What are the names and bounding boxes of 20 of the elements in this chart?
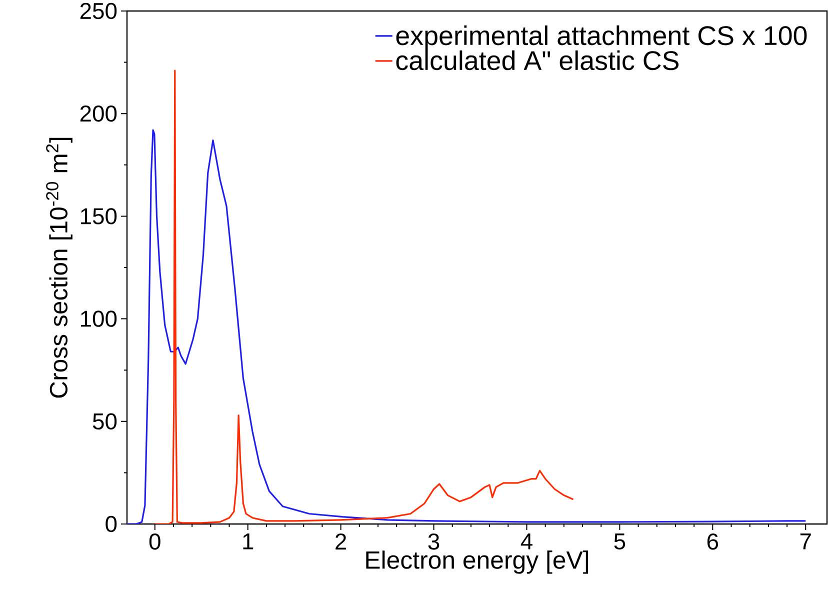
- x-tick-label: 3: [428, 534, 440, 550]
- x-tick-label: 5: [614, 534, 626, 550]
- line-series: [126, 129, 806, 524]
- y-tick-label: 50: [92, 413, 117, 430]
- y-tick-label: 150: [81, 208, 117, 224]
- x-tick-label: 6: [707, 534, 718, 550]
- x-tick-label: 4: [520, 534, 532, 550]
- legend-label: calculated A" elastic CS: [396, 50, 679, 70]
- x-tick-label: 2: [336, 534, 346, 550]
- line-series: [154, 70, 574, 524]
- y-tick-label: 0: [106, 516, 117, 532]
- x-tick-label: 7: [800, 534, 811, 550]
- y-tick-label: 200: [80, 105, 117, 122]
- y-axis-title: Cross section [10$^{-20}$ m$^{2}$]: [46, 138, 72, 398]
- x-tick-label: 0: [149, 534, 160, 550]
- legend-label: experimental attachment CS x 100: [396, 25, 807, 51]
- y-tick-label: 250: [80, 2, 117, 20]
- x-axis-title: Electron energy [eV]: [366, 550, 588, 574]
- y-tick-label: 100: [81, 310, 117, 327]
- x-tick-label: 1: [243, 534, 254, 550]
